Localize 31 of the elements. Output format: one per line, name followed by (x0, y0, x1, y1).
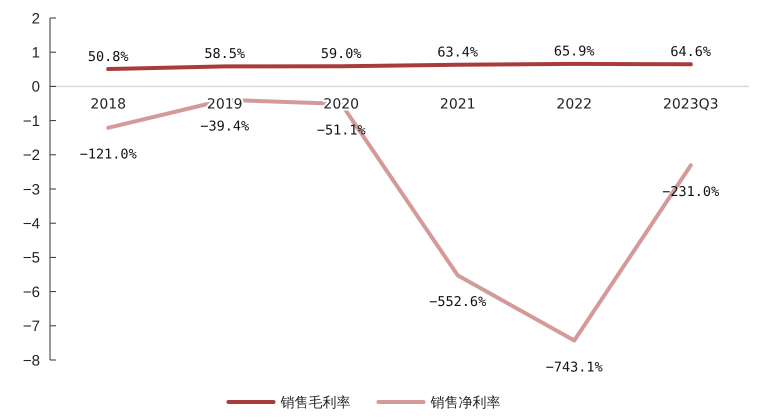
data-label: 59.0% (320, 46, 362, 62)
data-label: 65.9% (554, 44, 595, 60)
y-tick-label: −8 (22, 352, 40, 370)
legend-label: 销售毛利率 (280, 394, 350, 411)
y-tick-label: 1 (32, 44, 40, 62)
x-tick-label: 2019 (206, 96, 243, 112)
y-tick-label: −4 (22, 215, 40, 232)
data-label: −552.6% (429, 294, 486, 310)
x-tick-label: 2020 (323, 96, 360, 112)
data-label: −231.0% (662, 184, 720, 200)
y-tick-label: −3 (22, 181, 40, 198)
y-tick-label: 2 (32, 10, 40, 28)
x-tick-label: 2018 (90, 96, 126, 112)
data-label: 58.5% (204, 46, 246, 62)
data-label: −51.1% (316, 122, 366, 139)
x-tick-label: 2022 (556, 96, 592, 112)
y-tick-label: −5 (22, 250, 40, 267)
y-tick-label: −2 (22, 147, 40, 164)
x-tick-label: 2021 (440, 96, 476, 112)
y-tick-label: −7 (22, 318, 40, 336)
data-label: 50.8% (88, 48, 129, 65)
y-tick-label: −6 (22, 284, 40, 301)
legend-label: 销售净利率 (430, 394, 500, 411)
data-label: −121.0% (80, 146, 137, 163)
data-label: −743.1% (546, 359, 603, 376)
data-label: 63.4% (437, 44, 478, 60)
y-tick-label: −1 (22, 112, 40, 130)
y-tick-label: 0 (32, 78, 40, 96)
data-label: 64.6% (670, 44, 712, 60)
data-label: −39.4% (200, 118, 250, 135)
x-tick-label: 2023Q3 (662, 96, 719, 112)
